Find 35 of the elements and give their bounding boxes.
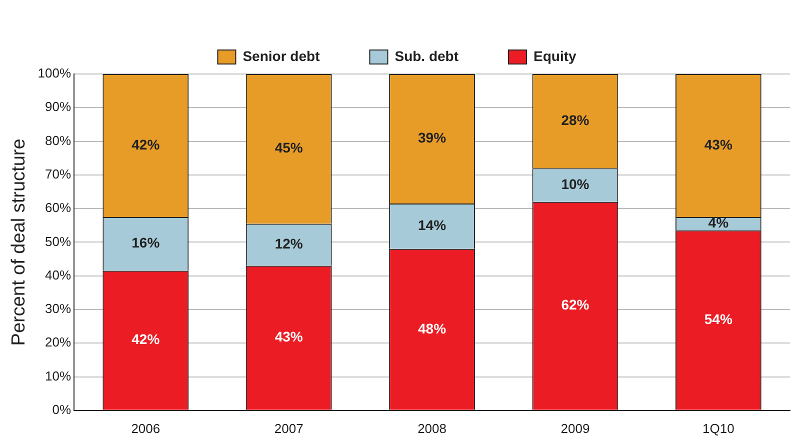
data-label: 39%: [418, 130, 447, 146]
x-tick-label: 2009: [560, 420, 590, 436]
data-label: 42%: [132, 331, 160, 348]
data-label: 43%: [704, 136, 733, 152]
data-label: 48%: [418, 320, 447, 336]
y-tick-label: 0%: [52, 402, 72, 417]
x-tick-label: 1Q10: [702, 420, 734, 436]
legend-label: Senior debt: [242, 48, 320, 64]
y-tick-label: 30%: [45, 301, 72, 316]
data-label: 42%: [132, 136, 160, 152]
x-tick-label: 2007: [274, 420, 304, 436]
data-label: 54%: [704, 311, 733, 328]
legend-label: Equity: [534, 48, 576, 64]
y-tick-label: 60%: [45, 200, 72, 216]
y-tick-label: 80%: [45, 132, 72, 148]
y-tick-label: 20%: [45, 334, 72, 350]
data-label: 4%: [708, 214, 730, 231]
legend-label: Sub. debt: [394, 48, 459, 64]
x-tick-label: 2008: [418, 420, 446, 436]
y-tick-label: 70%: [45, 166, 72, 182]
data-label: 10%: [561, 176, 590, 192]
y-axis-title: Percent of deal structure: [8, 138, 30, 346]
y-tick-label: 10%: [45, 368, 72, 384]
data-label: 16%: [132, 234, 160, 251]
x-tick-label: 2006: [131, 420, 160, 436]
data-label: 28%: [561, 112, 590, 128]
y-tick-label: 100%: [38, 66, 72, 81]
data-label: 62%: [561, 296, 590, 313]
data-label: 45%: [274, 140, 304, 156]
data-label: 14%: [418, 217, 447, 234]
data-label: 12%: [274, 236, 304, 252]
y-tick-label: 50%: [45, 234, 72, 249]
data-label: 43%: [274, 328, 304, 345]
y-tick-label: 40%: [45, 267, 72, 282]
y-tick-label: 90%: [45, 99, 72, 114]
